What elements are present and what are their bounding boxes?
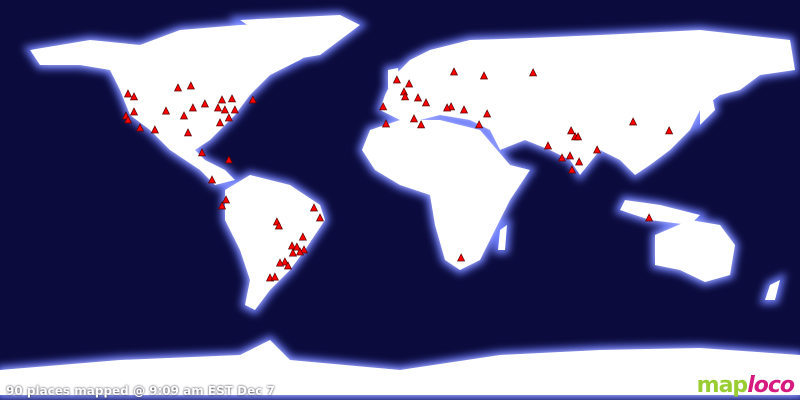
visitor-marker <box>224 113 233 122</box>
visitor-marker <box>381 119 391 128</box>
visitor-marker <box>248 95 257 104</box>
visitor-marker <box>221 195 231 204</box>
visitor-marker <box>161 106 171 115</box>
visitor-marker <box>443 103 452 112</box>
visitor-marker <box>200 99 209 108</box>
visitor-marker <box>459 105 469 114</box>
visitor-marker <box>475 120 484 129</box>
visitor-marker <box>479 71 489 80</box>
markers <box>121 67 674 282</box>
visitor-marker <box>413 93 423 102</box>
visitor-marker <box>123 115 133 124</box>
visitor-marker <box>183 128 193 137</box>
visitor-marker <box>129 107 139 116</box>
visitor-marker <box>230 105 239 114</box>
visitor-marker <box>573 132 583 141</box>
visitor-marker <box>565 151 575 160</box>
visitor-marker <box>220 105 229 114</box>
indonesia <box>620 200 700 225</box>
visitor-marker <box>483 109 492 118</box>
visitor-marker <box>645 213 654 222</box>
continents <box>0 15 800 395</box>
visitor-marker <box>288 248 297 257</box>
visitor-marker <box>449 67 459 76</box>
visitor-marker <box>392 75 401 84</box>
visitor-marker <box>270 272 279 281</box>
logo-text-loco: loco <box>747 373 795 398</box>
new-zealand <box>765 280 780 300</box>
japan <box>700 95 715 125</box>
visitor-marker <box>295 247 305 256</box>
maploco-logo[interactable]: maploco <box>696 373 795 398</box>
visitor-marker <box>283 261 293 270</box>
visitor-marker <box>275 258 285 267</box>
visitor-marker <box>173 83 183 92</box>
visitor-marker <box>567 126 576 135</box>
visitor-marker <box>457 253 466 262</box>
visitor-marker <box>150 125 159 134</box>
visitor-marker <box>379 102 388 111</box>
places-mapped-caption: 90 places mapped @ 9:09 am EST Dec 7 <box>6 384 275 398</box>
visitor-marker <box>298 232 307 241</box>
visitor-marker <box>421 98 431 107</box>
south-america <box>225 175 325 310</box>
visitor-marker <box>215 118 225 127</box>
visitor-marker <box>213 103 223 112</box>
visitor-marker <box>529 68 538 77</box>
visitor-marker <box>292 242 301 251</box>
visitor-marker <box>299 245 309 254</box>
australia <box>655 220 735 282</box>
logo-text-map: map <box>696 373 749 398</box>
visitor-marker <box>280 257 289 266</box>
visitor-marker <box>665 126 674 135</box>
visitor-marker <box>186 81 195 90</box>
visitor-marker <box>217 95 227 104</box>
antarctica <box>0 340 800 395</box>
visitor-marker <box>309 203 319 212</box>
visitor-marker <box>409 114 419 123</box>
visitor-marker <box>188 103 197 112</box>
visitor-marker <box>129 92 139 101</box>
visitor-marker <box>274 221 283 230</box>
north-america <box>30 22 340 185</box>
visitor-marker <box>315 213 325 222</box>
africa <box>362 120 530 270</box>
eurasia <box>380 30 795 175</box>
madagascar <box>498 225 507 250</box>
visitor-marker <box>575 157 584 166</box>
visitor-marker <box>401 92 410 101</box>
greenland <box>240 15 360 60</box>
visitor-marker <box>207 175 217 184</box>
visitor-marker <box>287 241 297 250</box>
visitor-marker <box>567 165 577 174</box>
visitor-marker <box>629 117 638 126</box>
visitor-marker <box>135 123 145 132</box>
visitor-marker <box>123 89 133 98</box>
visitor-marker <box>557 153 567 162</box>
visitor-marker <box>217 201 227 210</box>
visitor-marker <box>227 94 237 103</box>
visitor-marker <box>417 120 426 129</box>
visitor-marker <box>179 111 189 120</box>
visitor-marker <box>197 148 207 157</box>
visitor-marker <box>543 141 553 150</box>
visitor-marker <box>593 145 602 154</box>
visitor-marker <box>224 155 233 164</box>
visitor-marker <box>405 79 414 88</box>
